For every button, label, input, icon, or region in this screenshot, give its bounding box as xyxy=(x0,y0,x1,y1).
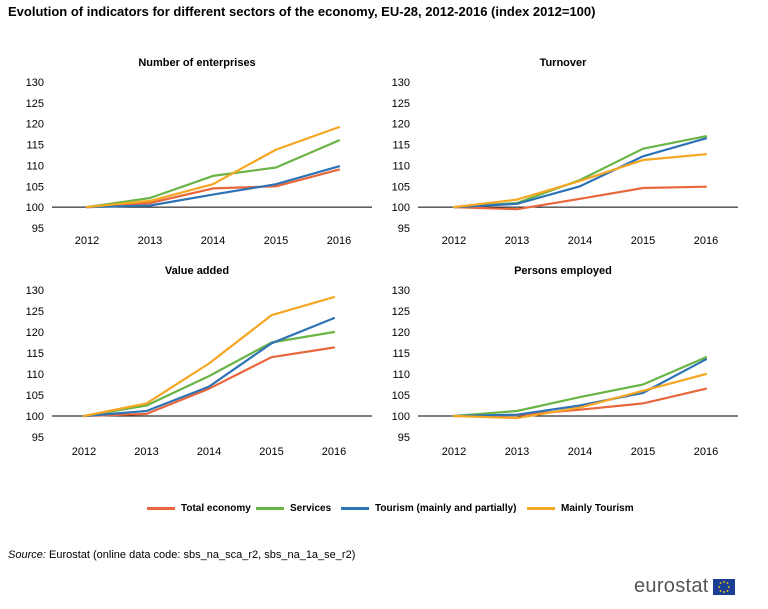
panel-turnover-x-tick-label: 2012 xyxy=(442,235,466,247)
panel-value-added-x-tick-label: 2014 xyxy=(197,446,221,458)
panel-number-of-enterprises-x-tick-label: 2014 xyxy=(201,235,225,247)
panel-value-added-y-tick-label: 115 xyxy=(26,348,44,360)
panel-value-added-x-tick-label: 2016 xyxy=(322,446,346,458)
panel-persons-employed-x-tick-label: 2015 xyxy=(631,446,655,458)
panel-persons-employed-y-tick-label: 130 xyxy=(392,285,410,297)
panel-persons-employed-y-tick-label: 115 xyxy=(392,348,410,360)
eurostat-logo: eurostat xyxy=(634,575,735,598)
panel-persons-employed-x-tick-label: 2012 xyxy=(442,446,466,458)
panel-number-of-enterprises-series-mainly-tourism xyxy=(85,125,341,209)
logo-text: eurostat xyxy=(634,575,709,597)
panel-value-added-series-services xyxy=(82,330,336,418)
panel-number-of-enterprises-y-tick-label: 130 xyxy=(26,77,44,89)
source-label: Source: xyxy=(8,549,46,561)
panel-persons-employed-y-tick-label: 95 xyxy=(398,432,410,444)
panel-value-added-y-tick-label: 130 xyxy=(26,285,44,297)
panel-value-added-series-tourism-mainly-and-partially xyxy=(82,317,336,418)
panel-value-added-series-mainly-tourism xyxy=(82,296,336,418)
panel-number-of-enterprises-y-tick-label: 105 xyxy=(26,181,44,193)
legend-label-tourism: Tourism (mainly and partially) xyxy=(375,503,517,514)
legend-item-tourism: Tourism (mainly and partially) xyxy=(341,503,517,514)
panel-value-added-x-tick-label: 2015 xyxy=(259,446,283,458)
source-note: Source: Eurostat (online data code: sbs_… xyxy=(8,549,355,561)
panel-number-of-enterprises-y-tick-label: 110 xyxy=(26,160,44,172)
panel-number-of-enterprises-x-tick-label: 2012 xyxy=(75,235,99,247)
legend-label-services: Services xyxy=(290,503,332,514)
panel-turnover-x-tick-label: 2013 xyxy=(505,235,529,247)
panel-turnover-x-tick-label: 2015 xyxy=(631,235,655,247)
panel-persons-employed-y-tick-label: 100 xyxy=(392,411,410,423)
legend-item-services: Services xyxy=(256,503,331,514)
panel-value-added-x-tick-label: 2012 xyxy=(72,446,96,458)
panel-turnover-y-tick-label: 95 xyxy=(398,223,410,235)
panel-persons-employed-title: Persons employed xyxy=(514,265,612,277)
chart-title: Evolution of indicators for different se… xyxy=(8,4,596,19)
legend-swatch-total-economy xyxy=(147,507,175,510)
panel-turnover-y-tick-label: 100 xyxy=(392,202,410,214)
panel-turnover-x-tick-label: 2014 xyxy=(568,235,592,247)
panel-value-added-y-tick-label: 100 xyxy=(26,411,44,423)
panel-number-of-enterprises-title: Number of enterprises xyxy=(138,57,255,69)
panel-turnover-y-tick-label: 115 xyxy=(392,140,410,152)
panel-turnover-y-tick-label: 130 xyxy=(392,77,410,89)
panel-number-of-enterprises-series-services xyxy=(85,139,341,209)
panel-persons-employed-series-services xyxy=(452,356,708,418)
panel-value-added-series-total-economy xyxy=(82,346,336,418)
legend-swatch-mainly-tourism xyxy=(527,507,555,510)
legend: Total economy Services Tourism (mainly a… xyxy=(0,503,768,519)
eu-flag-icon xyxy=(712,578,735,595)
panel-persons-employed-y-tick-label: 110 xyxy=(392,369,410,381)
panel-persons-employed-y-tick-label: 105 xyxy=(392,390,410,402)
panel-turnover-y-tick-label: 110 xyxy=(392,160,410,172)
panel-turnover-x-tick-label: 2016 xyxy=(694,235,718,247)
panel-persons-employed-x-tick-label: 2013 xyxy=(505,446,529,458)
panel-number-of-enterprises-y-tick-label: 100 xyxy=(26,202,44,214)
legend-label-total-economy: Total economy xyxy=(181,503,251,514)
source-text: Eurostat (online data code: sbs_na_sca_r… xyxy=(48,549,356,561)
panel-value-added-y-tick-label: 125 xyxy=(26,306,44,318)
panel-turnover-y-tick-label: 105 xyxy=(392,181,410,193)
panel-turnover-series-mainly-tourism xyxy=(452,153,708,209)
panel-value-added-y-tick-label: 120 xyxy=(26,327,44,339)
panel-number-of-enterprises-y-tick-label: 120 xyxy=(26,119,44,131)
panel-persons-employed-y-tick-label: 125 xyxy=(392,306,410,318)
panel-turnover-title: Turnover xyxy=(540,57,588,69)
legend-item-total-economy: Total economy xyxy=(147,503,251,514)
legend-item-mainly-tourism: Mainly Tourism xyxy=(527,503,634,514)
panel-number-of-enterprises-y-tick-label: 115 xyxy=(26,140,44,152)
panel-persons-employed-y-tick-label: 120 xyxy=(392,327,410,339)
panel-turnover-series-services xyxy=(452,135,708,209)
panel-persons-employed-x-tick-label: 2014 xyxy=(568,446,592,458)
panel-turnover-series-total-economy xyxy=(452,185,708,211)
panel-value-added-y-tick-label: 110 xyxy=(26,369,44,381)
panel-persons-employed-series-mainly-tourism xyxy=(452,372,708,420)
panel-number-of-enterprises-series-tourism-mainly-and-partially xyxy=(85,165,341,209)
panel-number-of-enterprises-y-tick-label: 95 xyxy=(32,223,44,235)
panel-turnover-series-tourism-mainly-and-partially xyxy=(452,137,708,209)
panel-number-of-enterprises-x-tick-label: 2013 xyxy=(138,235,162,247)
panel-value-added-title: Value added xyxy=(165,265,229,277)
panel-value-added-x-tick-label: 2013 xyxy=(134,446,158,458)
panel-value-added-y-tick-label: 105 xyxy=(26,390,44,402)
legend-label-mainly-tourism: Mainly Tourism xyxy=(561,503,634,514)
panel-number-of-enterprises-x-tick-label: 2015 xyxy=(264,235,288,247)
panel-turnover-y-tick-label: 120 xyxy=(392,119,410,131)
panel-persons-employed-series-tourism-mainly-and-partially xyxy=(452,358,708,418)
legend-swatch-tourism xyxy=(341,507,369,510)
legend-swatch-services xyxy=(256,507,284,510)
panel-number-of-enterprises-y-tick-label: 125 xyxy=(26,98,44,110)
panel-number-of-enterprises-x-tick-label: 2016 xyxy=(327,235,351,247)
panel-turnover-y-tick-label: 125 xyxy=(392,98,410,110)
panel-number-of-enterprises-series-total-economy xyxy=(85,168,341,209)
panel-persons-employed-x-tick-label: 2016 xyxy=(694,446,718,458)
panel-value-added-y-tick-label: 95 xyxy=(32,432,44,444)
